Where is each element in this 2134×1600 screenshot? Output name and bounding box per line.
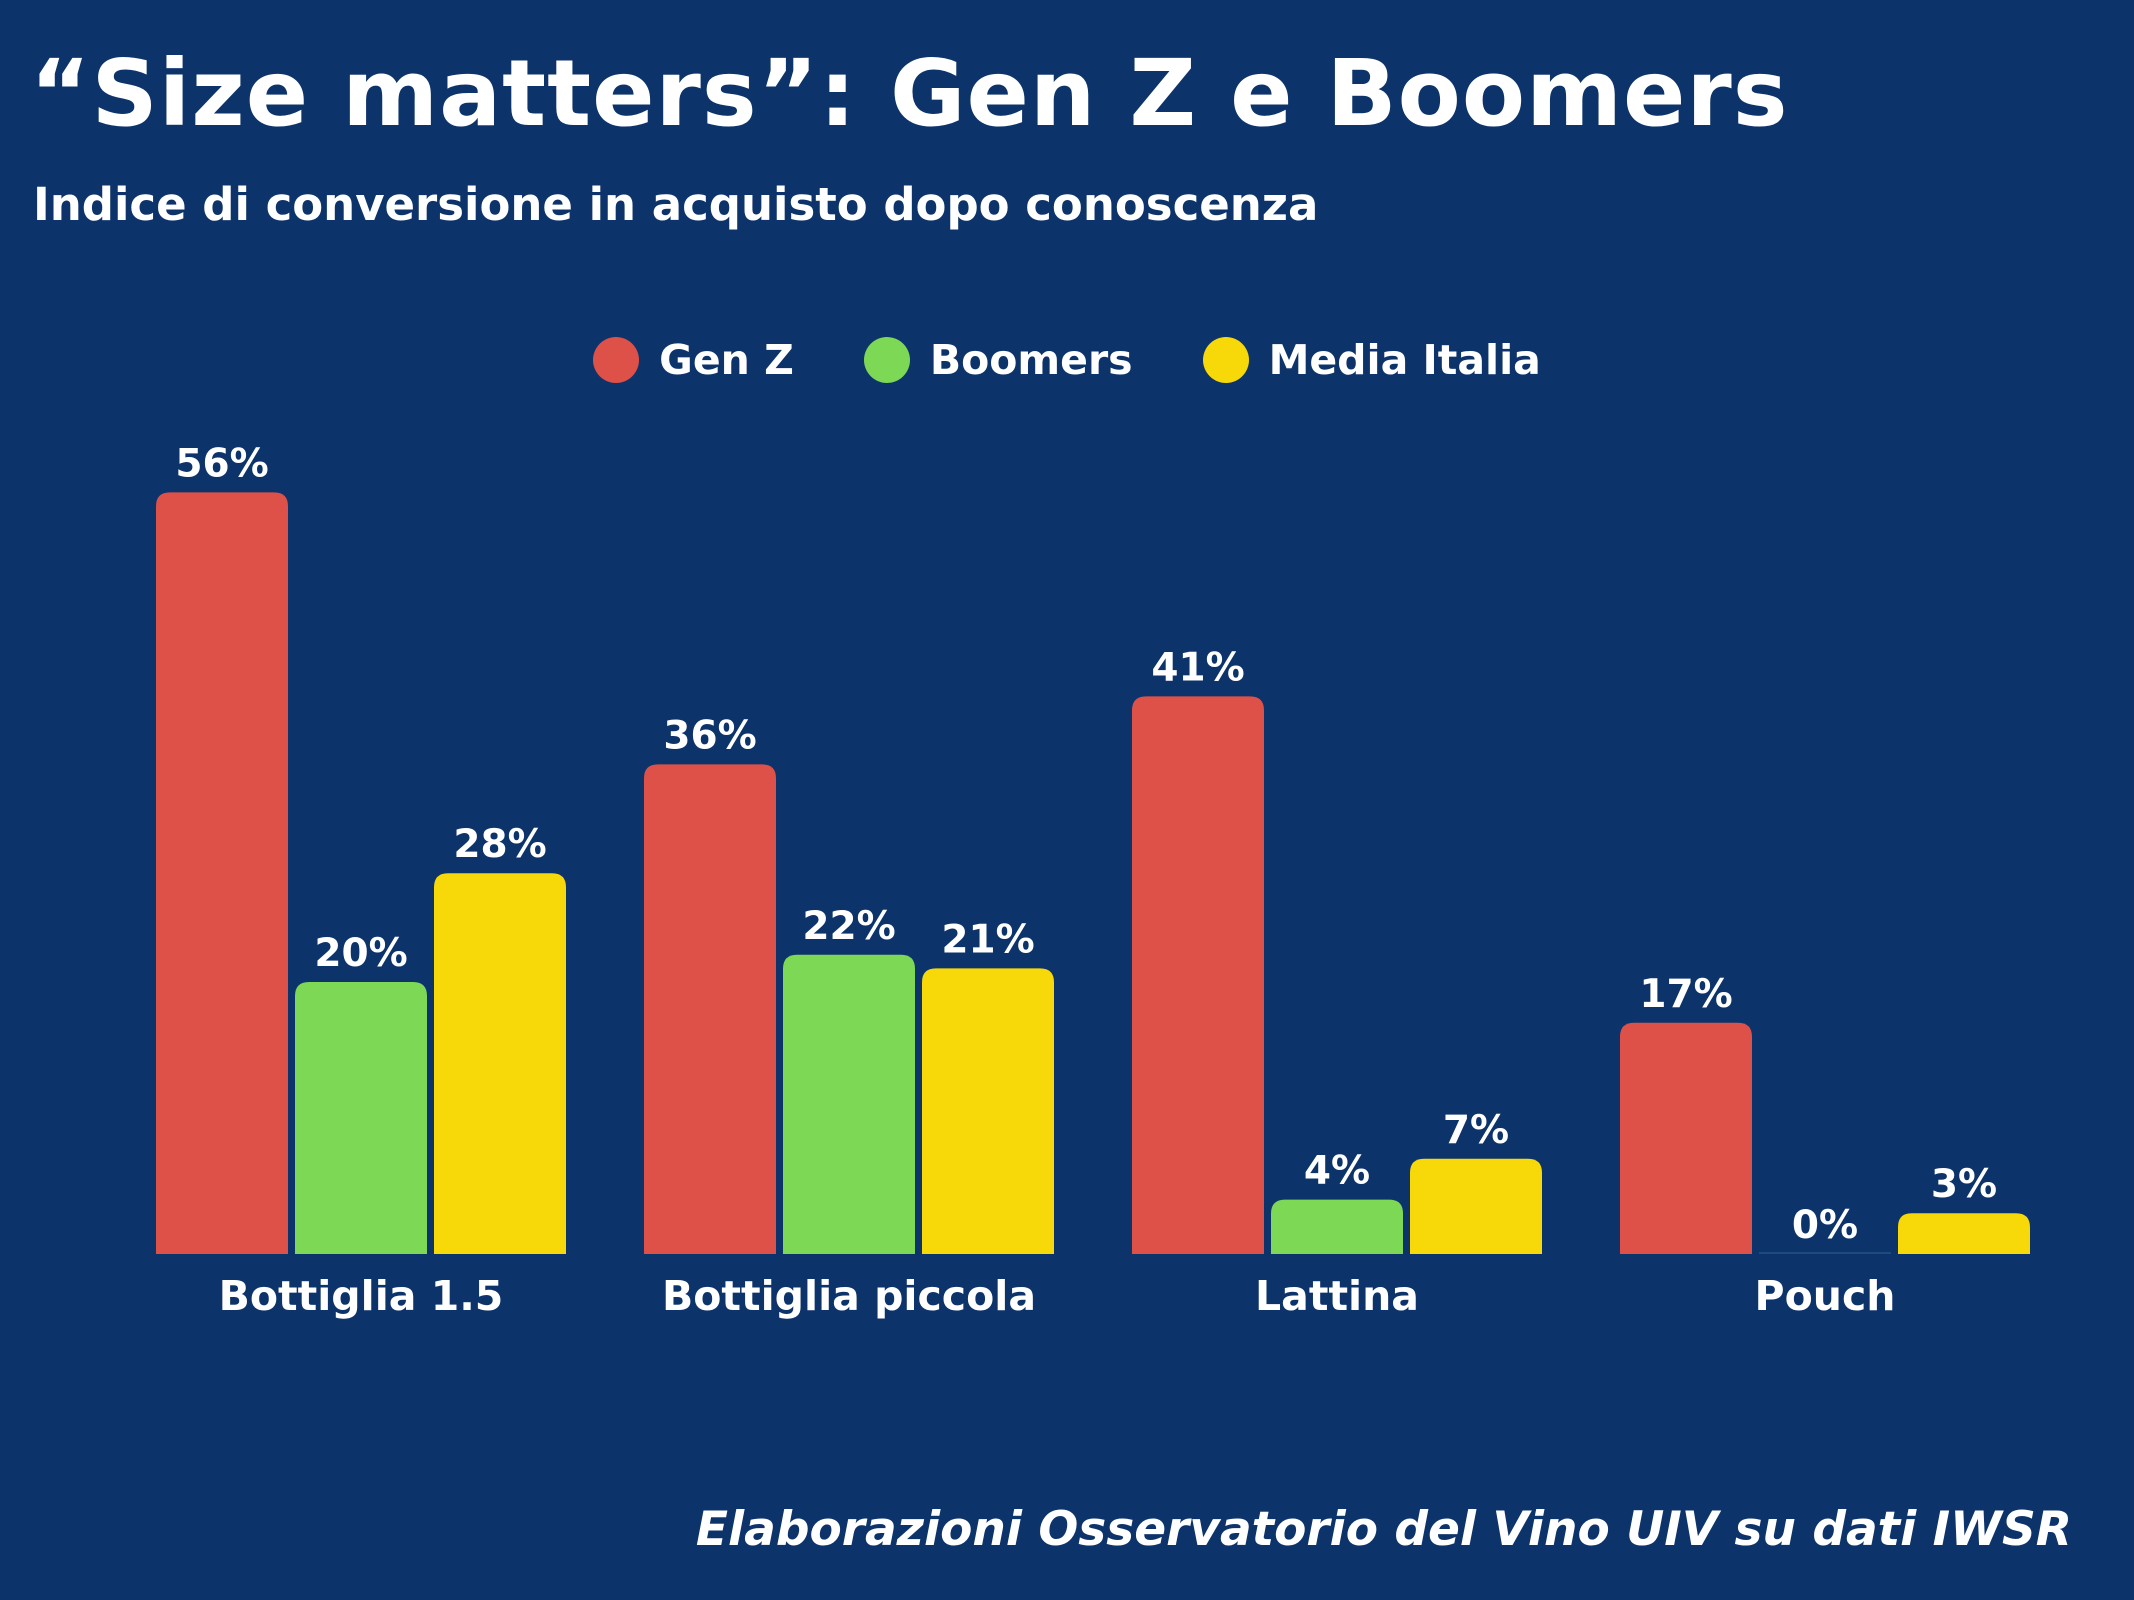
legend-swatch-gen-z bbox=[593, 337, 640, 383]
chart-title: “Size matters”: Gen Z e Boomers bbox=[30, 40, 1789, 147]
bar-media-italia-lattina bbox=[1410, 1158, 1542, 1254]
bar-boomers-pouch bbox=[1759, 1252, 1891, 1254]
value-label-gen-z-lattina: 41% bbox=[1151, 645, 1244, 690]
category-label-lattina: Lattina bbox=[1255, 1272, 1419, 1320]
bar-boomers-lattina bbox=[1271, 1199, 1403, 1254]
value-label-boomers-pouch: 0% bbox=[1792, 1203, 1858, 1248]
value-label-gen-z-bottiglia-1-5: 56% bbox=[175, 441, 268, 486]
category-label-bottiglia-piccola: Bottiglia piccola bbox=[662, 1272, 1036, 1320]
value-label-media-italia-bottiglia-piccola: 21% bbox=[941, 917, 1034, 962]
value-label-gen-z-pouch: 17% bbox=[1639, 972, 1732, 1017]
legend-item-gen-z: Gen Z bbox=[593, 336, 794, 384]
category-label-bottiglia-1-5: Bottiglia 1.5 bbox=[219, 1272, 504, 1320]
bar-gen-z-bottiglia-piccola bbox=[644, 764, 776, 1254]
value-label-media-italia-lattina: 7% bbox=[1443, 1108, 1509, 1153]
legend-label-media-italia: Media Italia bbox=[1268, 336, 1541, 384]
source-note: Elaborazioni Osservatorio del Vino UIV s… bbox=[695, 1502, 2072, 1557]
bar-media-italia-pouch bbox=[1898, 1213, 2030, 1254]
bar-gen-z-bottiglia-1-5 bbox=[156, 492, 288, 1254]
bar-gen-z-lattina bbox=[1132, 696, 1264, 1254]
bar-gen-z-pouch bbox=[1620, 1022, 1752, 1254]
legend-item-media-italia: Media Italia bbox=[1202, 336, 1541, 384]
legend-label-boomers: Boomers bbox=[929, 336, 1133, 384]
category-label-pouch: Pouch bbox=[1755, 1272, 1896, 1320]
value-label-media-italia-bottiglia-1-5: 28% bbox=[453, 822, 546, 867]
legend: Gen Z Boomers Media Italia bbox=[0, 336, 2134, 384]
bar-boomers-bottiglia-piccola bbox=[783, 954, 915, 1254]
bar-media-italia-bottiglia-piccola bbox=[922, 968, 1054, 1254]
legend-label-gen-z: Gen Z bbox=[659, 336, 794, 384]
value-label-boomers-bottiglia-piccola: 22% bbox=[802, 904, 895, 949]
value-label-boomers-bottiglia-1-5: 20% bbox=[314, 931, 407, 976]
value-label-media-italia-pouch: 3% bbox=[1931, 1162, 1997, 1207]
value-label-gen-z-bottiglia-piccola: 36% bbox=[663, 713, 756, 758]
bar-boomers-bottiglia-1-5 bbox=[295, 982, 427, 1254]
bar-media-italia-bottiglia-1-5 bbox=[434, 873, 566, 1254]
legend-item-boomers: Boomers bbox=[863, 336, 1133, 384]
legend-swatch-boomers bbox=[863, 337, 910, 383]
value-label-boomers-lattina: 4% bbox=[1304, 1149, 1370, 1194]
legend-swatch-media-italia bbox=[1202, 337, 1249, 383]
chart-subtitle: Indice di conversione in acquisto dopo c… bbox=[33, 178, 1319, 231]
